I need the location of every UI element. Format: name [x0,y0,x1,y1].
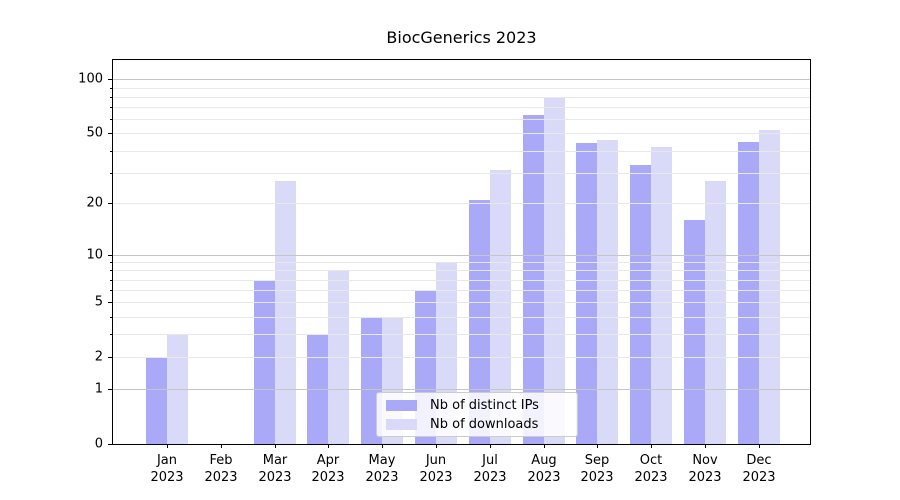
gridline-major-1 [113,389,810,390]
y-tick-100 [108,79,112,80]
y-tick-label-50: 50 [86,125,103,141]
y-minortick-6 [110,290,112,291]
x-tick-jan [167,444,168,448]
gridline-minor-5 [113,302,810,303]
y-minortick-80 [110,97,112,98]
x-tick-may [382,444,383,448]
bar-dec-distinct-ips [738,142,759,444]
y-minortick-3 [110,334,112,335]
bar-jul-distinct-ips [469,200,490,444]
bar-dec-downloads [759,130,780,444]
gridline-minor-20 [113,203,810,204]
gridline-minor-9 [113,262,810,263]
y-tick-label-20: 20 [86,195,103,211]
y-minortick-20 [110,203,112,204]
gridline-minor-4 [113,317,810,318]
y-minortick-2 [110,357,112,358]
gridline-minor-50 [113,133,810,134]
bar-nov-distinct-ips [684,220,705,444]
y-tick-label-1: 1 [94,381,103,397]
gridline-minor-70 [113,107,810,108]
bar-oct-downloads [651,147,672,444]
x-tick-label-nov: Nov 2023 [688,453,722,485]
gridline-minor-80 [113,97,810,98]
x-tick-mar [275,444,276,448]
x-tick-label-sep: Sep 2023 [580,453,614,485]
y-minortick-40 [110,151,112,152]
legend-swatch-downloads-icon [386,418,417,430]
x-tick-aug [544,444,545,448]
y-tick-10 [108,255,112,256]
bar-aug-distinct-ips [523,115,544,444]
legend-label-downloads: Nb of downloads [430,416,539,432]
y-minortick-4 [110,317,112,318]
x-tick-jun [436,444,437,448]
y-tick-label-5: 5 [94,294,103,310]
gridline-minor-90 [113,88,810,89]
bar-mar-distinct-ips [254,280,275,444]
y-minortick-60 [110,119,112,120]
y-minortick-90 [110,88,112,89]
y-minortick-7 [110,280,112,281]
bar-sep-distinct-ips [576,143,597,444]
x-tick-feb [221,444,222,448]
legend-item-downloads: Nb of downloads [386,417,568,432]
x-tick-apr [328,444,329,448]
bar-jan-distinct-ips [146,357,167,444]
y-minortick-8 [110,270,112,271]
gridline-major-100 [113,79,810,80]
x-tick-label-jun: Jun 2023 [419,453,453,485]
gridline-minor-6 [113,290,810,291]
x-tick-label-dec: Dec 2023 [742,453,776,485]
legend: Nb of distinct IPs Nb of downloads [376,392,578,437]
gridline-major-10 [113,255,810,256]
bar-mar-downloads [275,181,296,444]
gridline-minor-7 [113,280,810,281]
x-tick-label-oct: Oct 2023 [634,453,668,485]
bar-oct-distinct-ips [630,165,651,444]
y-tick-label-0: 0 [94,436,103,452]
x-tick-sep [597,444,598,448]
chart-title: BiocGenerics 2023 [386,28,537,47]
y-tick-label-100: 100 [78,71,103,87]
bar-nov-downloads [705,181,726,444]
x-tick-label-aug: Aug 2023 [527,453,561,485]
x-tick-label-jul: Jul 2023 [473,453,507,485]
x-tick-dec [759,444,760,448]
y-minortick-9 [110,262,112,263]
y-tick-label-10: 10 [86,247,103,263]
x-tick-label-may: May 2023 [365,453,399,485]
y-tick-0 [108,444,112,445]
legend-item-distinct-ips: Nb of distinct IPs [386,398,568,413]
bar-jul-downloads [490,170,511,444]
y-minortick-5 [110,302,112,303]
gridline-minor-60 [113,119,810,120]
legend-swatch-distinct-ips-icon [386,399,417,411]
y-tick-label-2: 2 [94,349,103,365]
bars-layer [113,60,810,444]
y-minortick-50 [110,133,112,134]
x-tick-label-feb: Feb 2023 [204,453,238,485]
legend-label-distinct-ips: Nb of distinct IPs [430,397,539,413]
bar-sep-downloads [597,140,618,444]
gridline-minor-40 [113,151,810,152]
x-tick-oct [651,444,652,448]
y-minortick-30 [110,173,112,174]
gridline-minor-2 [113,357,810,358]
gridline-minor-3 [113,334,810,335]
x-tick-label-mar: Mar 2023 [258,453,292,485]
gridline-minor-30 [113,173,810,174]
x-tick-label-apr: Apr 2023 [311,453,345,485]
gridline-minor-8 [113,270,810,271]
x-tick-jul [490,444,491,448]
x-tick-label-jan: Jan 2023 [150,453,184,485]
x-tick-nov [705,444,706,448]
grid-layer [113,60,810,444]
plot-area: 0 1 2 5 10 20 50 100 Jan 2023 Feb 2023 Mar 2023 Apr… [78,59,811,485]
y-tick-1 [108,389,112,390]
y-minortick-70 [110,107,112,108]
